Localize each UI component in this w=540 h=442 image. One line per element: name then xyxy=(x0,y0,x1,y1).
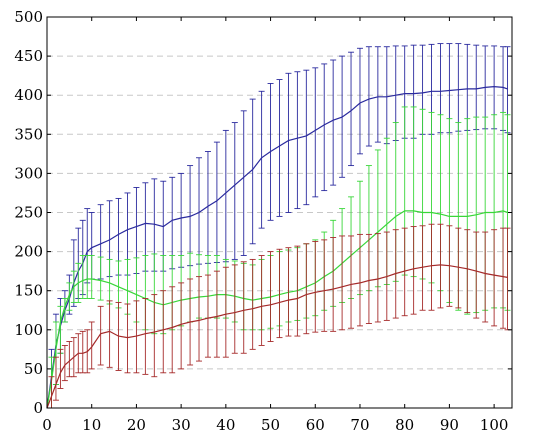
y-tick-label: 450 xyxy=(14,47,43,65)
plot-area xyxy=(46,43,511,409)
x-tick-label: 30 xyxy=(172,416,191,434)
y-tick-label: 200 xyxy=(14,243,43,261)
y-tick-label: 150 xyxy=(14,282,43,300)
y-tick-label: 500 xyxy=(14,8,43,26)
series-line xyxy=(46,264,508,409)
x-tick-label: 10 xyxy=(82,416,101,434)
x-tick-label: 70 xyxy=(350,416,369,434)
y-tick-label: 0 xyxy=(33,399,43,417)
x-tick-label: 0 xyxy=(42,416,52,434)
x-tick-label: 20 xyxy=(127,416,146,434)
series-3 xyxy=(46,223,511,409)
x-tick-label: 60 xyxy=(306,416,325,434)
axes: 0 10 20 30 40 50 60 70 80 90 100 0 50 100 150 200 250 300… xyxy=(14,8,512,434)
y-tick-label: 50 xyxy=(24,360,43,378)
y-tick-label: 250 xyxy=(14,204,43,222)
series-line xyxy=(46,85,508,409)
x-tick-label: 90 xyxy=(440,416,459,434)
y-tick-label: 100 xyxy=(14,321,43,339)
y-tick-label: 350 xyxy=(14,125,43,143)
x-tick-label: 40 xyxy=(216,416,235,434)
y-tick-label: 400 xyxy=(14,86,43,104)
y-tick-label: 300 xyxy=(14,164,43,182)
x-tick-label: 50 xyxy=(261,416,280,434)
x-tick-label: 80 xyxy=(395,416,414,434)
series-line xyxy=(46,210,508,409)
x-tick-label: 100 xyxy=(480,416,509,434)
